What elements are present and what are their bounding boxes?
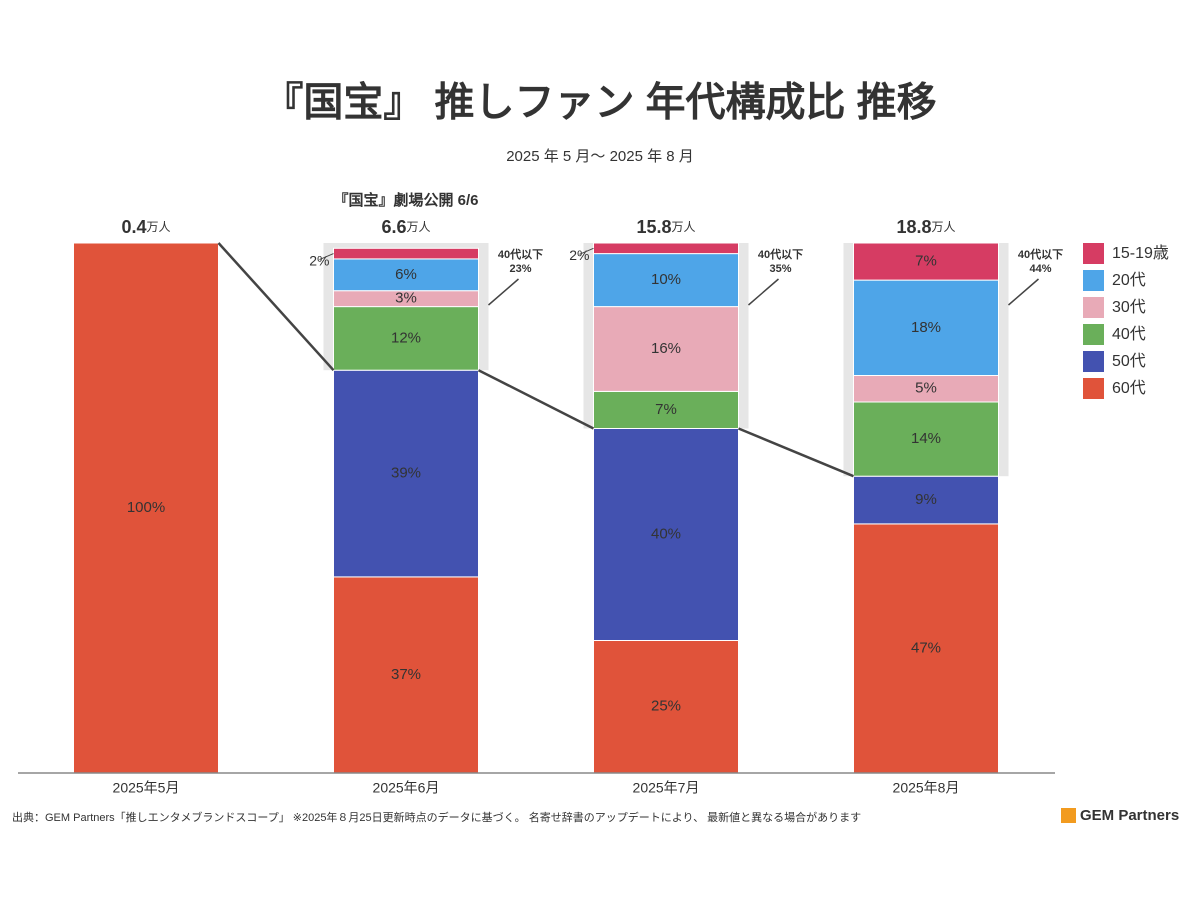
data-label: 39% — [391, 465, 421, 482]
bar-segment — [333, 369, 479, 578]
bar-segment — [593, 428, 739, 641]
total-label: 0.4万人 — [121, 217, 170, 237]
bar-segment — [853, 475, 999, 525]
connector — [738, 427, 854, 478]
x-tick-label: 2025年8月 — [893, 780, 960, 796]
legend-swatch — [1083, 270, 1104, 291]
data-label: 25% — [651, 698, 681, 715]
data-label: 16% — [651, 340, 681, 357]
bar-segment — [593, 242, 739, 255]
bar-segment — [73, 242, 219, 774]
total-unit: 万人 — [147, 220, 171, 234]
chart-subtitle: 2025 年 5 月～ 2025 年 8 月 — [506, 148, 694, 165]
data-label: 47% — [911, 639, 941, 656]
data-label: 2% — [569, 247, 589, 263]
bar-segment — [853, 279, 999, 377]
legend-label: 60代 — [1112, 379, 1146, 397]
logo: GEM Partners — [1080, 807, 1179, 824]
under40-leader — [1008, 278, 1039, 306]
bar-segment — [593, 253, 739, 308]
connector — [217, 242, 335, 372]
legend-swatch — [1083, 351, 1104, 372]
under40-value: 35% — [769, 263, 791, 275]
total-unit: 万人 — [932, 220, 956, 234]
data-label: 5% — [915, 380, 937, 397]
data-label: 7% — [655, 401, 677, 418]
under40-leader — [488, 278, 519, 306]
legend-label: 50代 — [1112, 352, 1146, 370]
data-label: 9% — [915, 491, 937, 508]
bar-layer — [73, 242, 999, 774]
total-value: 18.8 — [896, 217, 931, 237]
bar-segment — [593, 390, 739, 429]
bar-segment — [853, 401, 999, 477]
data-label: 7% — [915, 253, 937, 270]
bar-segment — [853, 523, 999, 774]
legend-swatch — [1083, 324, 1104, 345]
total-value: 6.6 — [381, 217, 406, 237]
data-label: 2% — [309, 252, 329, 268]
bar-segment — [333, 258, 479, 292]
legend-swatch — [1083, 243, 1104, 264]
bar-segment — [853, 375, 999, 403]
legend-label: 40代 — [1112, 325, 1146, 343]
data-label: 40% — [651, 525, 681, 542]
under40-title: 40代以下 — [498, 247, 543, 261]
total-label: 6.6万人 — [381, 217, 430, 237]
data-label: 18% — [911, 319, 941, 336]
legend-label: 20代 — [1112, 271, 1146, 289]
total-label: 15.8万人 — [636, 217, 695, 237]
leader-line — [579, 247, 594, 255]
source: 出典：GEM Partners「推しエンタメブランドスコープ」 ※2025年８月… — [12, 810, 861, 824]
under40-leader — [748, 278, 779, 306]
total-unit: 万人 — [672, 220, 696, 234]
total-unit: 万人 — [407, 220, 431, 234]
x-tick-label: 2025年5月 — [113, 780, 180, 796]
data-label: 3% — [395, 290, 417, 307]
data-label: 37% — [391, 666, 421, 683]
under40-title: 40代以下 — [758, 247, 803, 261]
total-value: 0.4 — [121, 217, 146, 237]
data-label: 14% — [911, 430, 941, 447]
under40-value: 44% — [1029, 263, 1051, 275]
x-tick-label: 2025年7月 — [633, 780, 700, 796]
logo-icon — [1061, 808, 1076, 823]
total-label: 18.8万人 — [896, 217, 955, 237]
under40-title: 40代以下 — [1018, 247, 1063, 261]
data-label: 10% — [651, 271, 681, 288]
bar-segment — [853, 242, 999, 281]
line-layer — [217, 242, 854, 478]
chart-title: 『国宝』 推しファン 年代構成比 推移 — [263, 81, 936, 125]
data-label: 12% — [391, 329, 421, 346]
total-value: 15.8 — [636, 217, 671, 237]
bar-segment — [333, 306, 479, 371]
data-label: 100% — [127, 499, 165, 516]
under40-value: 23% — [509, 263, 531, 275]
bar-segment — [333, 247, 479, 260]
legend-swatch — [1083, 297, 1104, 318]
data-label: 6% — [395, 266, 417, 283]
connector — [477, 369, 595, 430]
x-tick-label: 2025年6月 — [373, 780, 440, 796]
leader-line — [319, 253, 334, 261]
legend-label: 30代 — [1112, 298, 1146, 316]
release-annotation: 『国宝』劇場公開 6/6 — [333, 191, 478, 209]
legend-swatch — [1083, 378, 1104, 399]
legend-label: 15-19歳 — [1112, 244, 1169, 262]
